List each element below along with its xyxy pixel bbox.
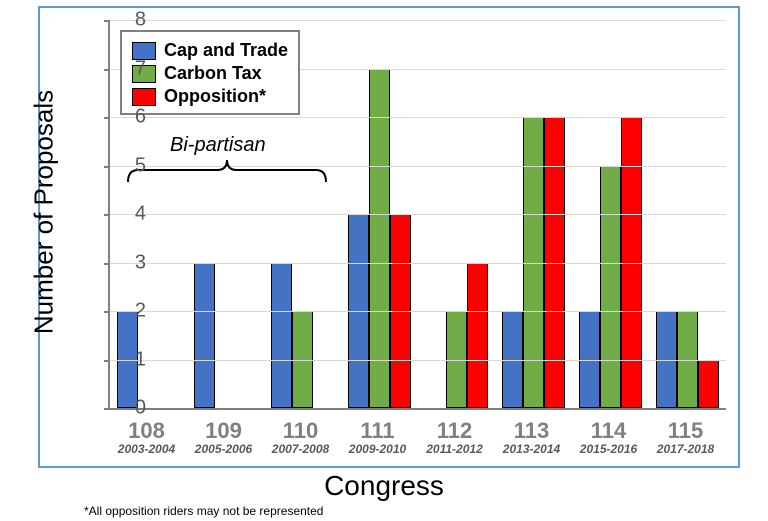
x-category-number: 109 bbox=[205, 418, 242, 444]
x-category-years: 2007-2008 bbox=[272, 442, 329, 456]
x-category-number: 111 bbox=[360, 418, 394, 444]
y-tick-label: 5 bbox=[116, 154, 146, 177]
x-category-number: 115 bbox=[668, 418, 704, 444]
y-tick-label: 0 bbox=[116, 397, 146, 420]
y-tick-label: 4 bbox=[116, 203, 146, 226]
y-tick-label: 2 bbox=[116, 300, 146, 323]
x-category-number: 114 bbox=[591, 418, 627, 444]
x-category-number: 108 bbox=[128, 418, 165, 444]
y-tick-label: 8 bbox=[116, 9, 146, 32]
x-category-years: 2009-2010 bbox=[349, 442, 406, 456]
x-category-number: 113 bbox=[514, 418, 550, 444]
x-category-years: 2013-2014 bbox=[503, 442, 560, 456]
x-category-years: 2015-2016 bbox=[580, 442, 637, 456]
y-tick-label: 7 bbox=[116, 57, 146, 80]
y-tick-label: 6 bbox=[116, 106, 146, 129]
y-tick-label: 3 bbox=[116, 251, 146, 274]
x-category-years: 2011-2012 bbox=[426, 442, 483, 456]
y-tick-label: 1 bbox=[116, 348, 146, 371]
x-category-number: 112 bbox=[437, 418, 473, 444]
x-category-number: 110 bbox=[283, 418, 319, 444]
x-category-years: 2005-2006 bbox=[195, 442, 252, 456]
x-category-years: 2003-2004 bbox=[118, 442, 175, 456]
x-category-years: 2017-2018 bbox=[657, 442, 714, 456]
